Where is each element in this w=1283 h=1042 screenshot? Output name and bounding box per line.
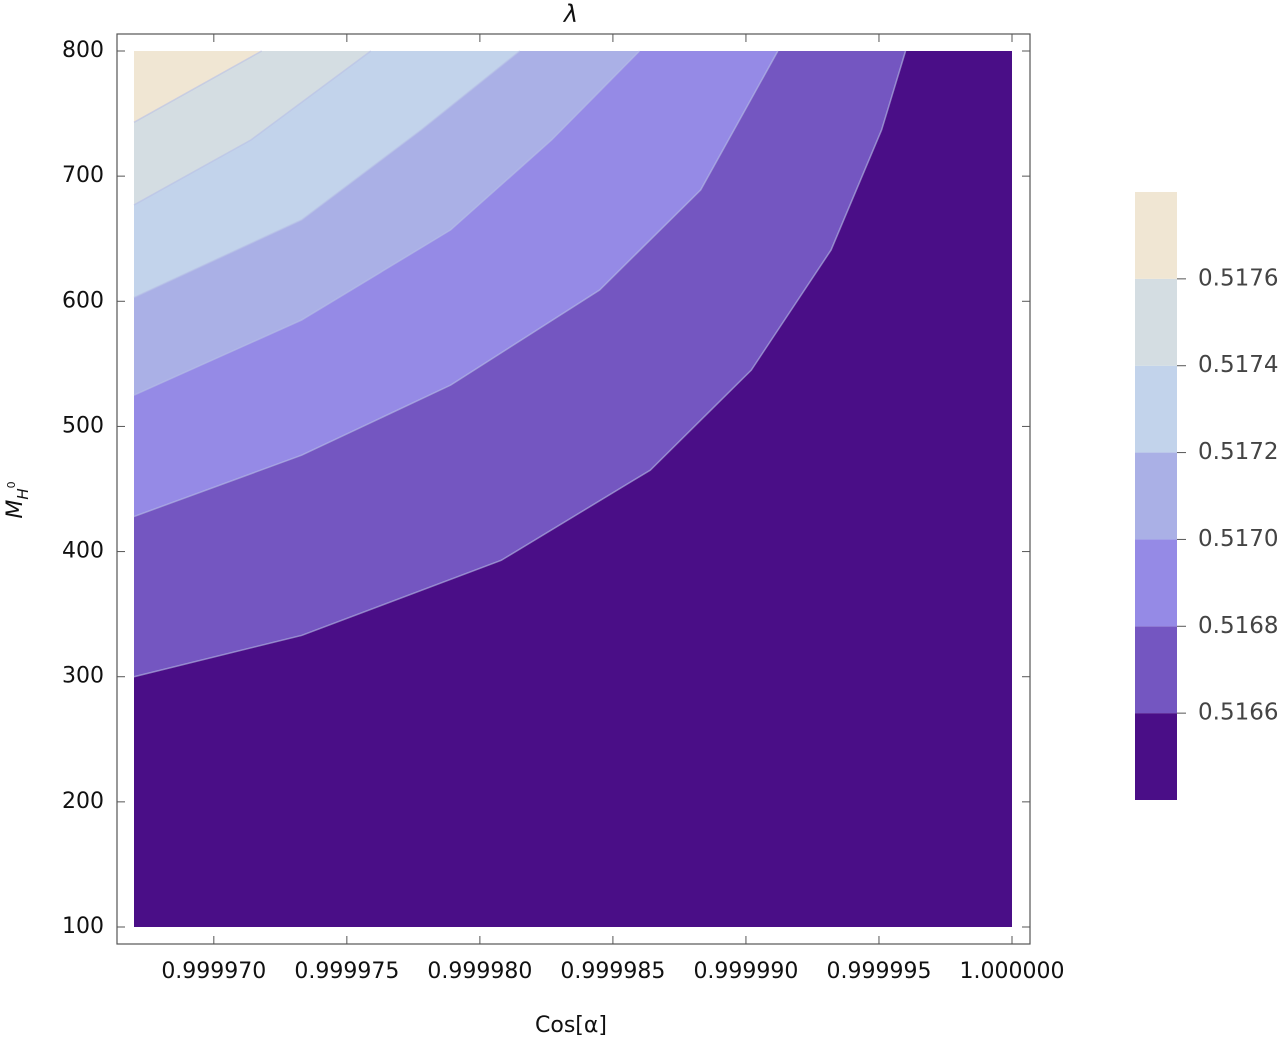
x-tick-label: 1.000000 <box>960 959 1065 984</box>
x-axis-label: Cos[α] <box>535 1013 607 1038</box>
y-tick-label: 800 <box>62 38 104 63</box>
y-label-sup: 0 <box>5 481 18 488</box>
contour-line <box>133 50 641 396</box>
y-tick-label: 500 <box>62 413 104 438</box>
colorbar-band <box>1135 365 1177 453</box>
x-tick-label: 0.999980 <box>427 959 532 984</box>
colorbar-band <box>1135 192 1177 279</box>
colorbar-band <box>1135 539 1177 627</box>
x-tick-label: 0.999975 <box>294 959 399 984</box>
colorbar-tick-label: 0.5174 <box>1198 352 1278 378</box>
contour-line <box>133 50 372 206</box>
x-tick-label: 0.999995 <box>826 959 931 984</box>
contour-line <box>133 50 521 299</box>
y-tick-label: 200 <box>62 789 104 814</box>
y-tick-label: 300 <box>62 664 104 689</box>
colorbar-band <box>1135 452 1177 540</box>
colorbar-tick-label: 0.5170 <box>1198 526 1278 552</box>
colorbar-tick-label: 0.5172 <box>1198 439 1278 465</box>
plot-area <box>133 50 1012 927</box>
x-tick-label: 0.999990 <box>693 959 798 984</box>
contour-line <box>133 50 907 678</box>
frame <box>116 33 1031 945</box>
colorbar: 0.5166 0.5168 0.5170 0.5172 0.5174 0.5176 <box>1135 192 1278 800</box>
colorbar-band <box>1135 626 1177 714</box>
contour-line <box>133 50 263 123</box>
y-tick-label: 100 <box>62 914 104 939</box>
y-label-sub: H <box>14 488 32 499</box>
y-tick-label: 400 <box>62 539 104 564</box>
chart-title: λ <box>562 0 578 28</box>
axes: 0.999970 0.999975 0.999980 0.999985 0.999990… <box>62 34 1064 984</box>
y-label-main: M <box>3 500 28 519</box>
colorbar-band <box>1135 713 1177 800</box>
x-tick-label: 0.999970 <box>161 959 266 984</box>
y-axis-label: MH0 <box>3 481 32 518</box>
y-tick-label: 600 <box>62 288 104 313</box>
y-tick-label: 700 <box>62 163 104 188</box>
colorbar-band <box>1135 278 1177 366</box>
colorbar-tick-label: 0.5168 <box>1198 613 1278 639</box>
x-tick-label: 0.999985 <box>560 959 665 984</box>
contour-line <box>133 50 779 518</box>
colorbar-tick-label: 0.5176 <box>1198 265 1278 291</box>
colorbar-tick-label: 0.5166 <box>1198 700 1278 726</box>
